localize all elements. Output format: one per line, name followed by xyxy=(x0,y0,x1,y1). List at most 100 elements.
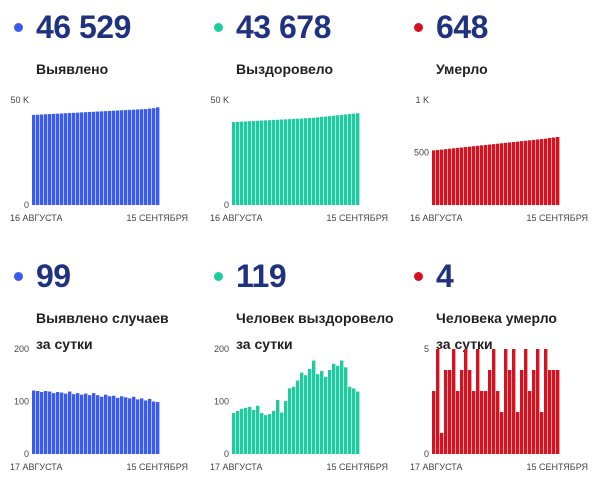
died-bar-2 xyxy=(440,149,444,205)
daily-detected-value: 99 xyxy=(36,258,71,294)
recovered-bar-14 xyxy=(288,119,292,205)
recovered-bar-13 xyxy=(284,119,288,205)
detected-bar-16 xyxy=(96,111,100,205)
daily-detected-bar-11 xyxy=(76,393,80,454)
daily-died-bar-29 xyxy=(548,370,552,454)
recovered-bar-6 xyxy=(256,120,260,205)
died-ytick-2: 1 K xyxy=(415,95,429,105)
daily-died-bar-18 xyxy=(504,349,508,454)
recovered-xlabel-start: 16 АВГУСТА xyxy=(210,213,263,223)
daily-recovered-xlabel-start: 17 АВГУСТА xyxy=(210,462,263,472)
recovered-dot-icon xyxy=(214,23,223,32)
daily-died-bar-24 xyxy=(528,391,532,454)
died-bar-16 xyxy=(496,143,500,205)
daily-recovered-bar-30 xyxy=(352,388,356,455)
died-label: Умерло xyxy=(436,56,488,82)
recovered-xlabel-end: 15 СЕНТЯБРЯ xyxy=(326,213,388,223)
daily-detected-bar-26 xyxy=(136,399,140,454)
detected-bar-29 xyxy=(148,108,152,205)
daily-died-bar-9 xyxy=(468,370,472,454)
daily-died-bar-5 xyxy=(452,349,456,454)
daily-recovered-bar-22 xyxy=(320,371,324,454)
daily-died-xlabel-end: 15 СЕНТЯБРЯ xyxy=(526,462,588,472)
daily-detected-bar-10 xyxy=(72,394,76,454)
daily-detected-bar-30 xyxy=(152,401,156,454)
daily-died-bar-4 xyxy=(448,370,452,454)
daily-detected-bar-0 xyxy=(32,390,36,454)
detected-bar-13 xyxy=(84,112,88,205)
daily-recovered-bar-31 xyxy=(356,391,360,454)
died-chart: 500 1 K 16 АВГУСТА 15 СЕНТЯБРЯ xyxy=(410,95,588,223)
died-bar-11 xyxy=(476,145,480,205)
detected-bar-5 xyxy=(52,113,56,205)
detected-bar-24 xyxy=(128,109,132,205)
daily-detected-bar-23 xyxy=(124,397,128,454)
daily-detected-ytick-1: 100 xyxy=(14,397,29,407)
daily-died-bar-15 xyxy=(492,349,496,454)
recovered-ytick-0: 0 xyxy=(224,200,229,210)
detected-bar-15 xyxy=(92,111,96,205)
detected-bar-6 xyxy=(56,113,60,205)
daily-recovered-bar-7 xyxy=(260,413,264,454)
daily-died-bar-20 xyxy=(512,349,516,454)
daily-detected-bar-18 xyxy=(104,394,108,454)
daily-died-ytick-0: 0 xyxy=(424,449,429,459)
died-bar-21 xyxy=(516,141,520,205)
recovered-label-line-1: Выздоровело xyxy=(236,61,334,77)
detected-bar-26 xyxy=(136,109,140,205)
daily-detected-bar-24 xyxy=(128,398,132,454)
stat-panel-daily-detected: 99 Выявлено случаев за сутки 0 100 200 17 А… xyxy=(0,249,200,498)
recovered-bar-17 xyxy=(300,118,304,205)
daily-detected-chart: 0 100 200 17 АВГУСТА 15 СЕНТЯБРЯ xyxy=(10,344,188,472)
recovered-bar-20 xyxy=(312,117,316,205)
daily-recovered-bar-16 xyxy=(296,380,300,454)
died-bar-10 xyxy=(472,146,476,205)
daily-recovered-bar-29 xyxy=(348,386,352,454)
daily-died-bar-1 xyxy=(436,349,440,454)
recovered-bar-10 xyxy=(272,119,276,205)
detected-bar-17 xyxy=(100,111,104,205)
died-bar-20 xyxy=(512,142,516,205)
daily-died-bar-19 xyxy=(508,370,512,454)
detected-bar-21 xyxy=(116,110,120,205)
died-value: 648 xyxy=(436,9,488,45)
detected-bar-28 xyxy=(144,109,148,205)
recovered-bar-8 xyxy=(264,120,268,205)
died-bar-1 xyxy=(436,149,440,205)
daily-detected-label: Выявлено случаев за сутки xyxy=(36,305,169,357)
daily-recovered-bar-14 xyxy=(288,388,292,455)
daily-detected-bar-17 xyxy=(100,396,104,454)
recovered-bar-22 xyxy=(320,117,324,205)
recovered-bar-25 xyxy=(332,115,336,205)
daily-detected-label-line-2: за сутки xyxy=(36,336,93,352)
died-bar-31 xyxy=(556,136,560,205)
daily-died-bar-13 xyxy=(484,391,488,454)
detected-bar-11 xyxy=(76,112,80,205)
recovered-bar-15 xyxy=(292,118,296,205)
died-bar-6 xyxy=(456,147,460,205)
daily-detected-ytick-2: 200 xyxy=(14,344,29,354)
died-bar-12 xyxy=(480,145,484,205)
died-bar-5 xyxy=(452,148,456,205)
detected-bar-4 xyxy=(48,114,52,205)
daily-recovered-bar-24 xyxy=(328,370,332,454)
died-ytick-1: 500 xyxy=(414,148,429,158)
daily-died-bar-7 xyxy=(460,370,464,454)
daily-recovered-bar-1 xyxy=(236,410,240,454)
detected-bar-3 xyxy=(44,114,48,205)
daily-died-bar-0 xyxy=(432,391,436,454)
daily-detected-bar-15 xyxy=(92,393,96,454)
daily-died-bar-6 xyxy=(456,391,460,454)
detected-bar-27 xyxy=(140,109,144,205)
detected-bar-20 xyxy=(112,110,116,205)
detected-chart: 0 50 K 16 АВГУСТА 15 СЕНТЯБРЯ xyxy=(10,95,188,223)
recovered-bar-24 xyxy=(328,116,332,205)
daily-detected-bar-9 xyxy=(68,391,72,454)
died-bar-23 xyxy=(524,140,528,205)
daily-died-bar-3 xyxy=(444,370,448,454)
died-bar-24 xyxy=(528,140,532,205)
died-xlabel-end: 15 СЕНТЯБРЯ xyxy=(526,213,588,223)
recovered-ytick-1: 50 K xyxy=(210,95,229,105)
detected-bar-12 xyxy=(80,112,84,205)
died-bar-27 xyxy=(540,139,544,205)
